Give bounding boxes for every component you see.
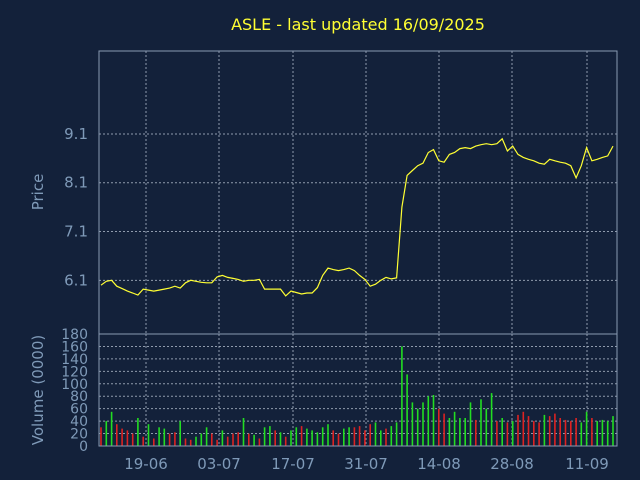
x-tick-label: 11-09 [565, 455, 609, 473]
price-y-tick-label: 7.1 [64, 223, 88, 241]
price-y-ticks: 6.1 7.1 8.1 9.1 [64, 125, 88, 289]
volume-bars [100, 346, 614, 446]
x-tick-label: 14-08 [417, 455, 461, 473]
price-y-tick-label: 6.1 [64, 271, 88, 289]
volume-y-tick-label: 60 [70, 402, 88, 418]
x-tick-label: 03-07 [197, 455, 241, 473]
x-tick-label: 17-07 [271, 455, 315, 473]
price-axis-label: Price [29, 174, 47, 211]
volume-y-tick-label: 140 [61, 352, 88, 368]
volume-y-tick-label: 0 [79, 439, 88, 455]
volume-panel-frame [98, 333, 618, 447]
x-tick-label: 28-08 [490, 455, 534, 473]
x-tick-label: 19-06 [124, 455, 168, 473]
price-y-tick-label: 8.1 [64, 174, 88, 192]
price-y-tick-label: 9.1 [64, 125, 88, 143]
price-panel-frame [98, 50, 618, 335]
volume-y-tick-label: 80 [70, 389, 88, 405]
volume-y-tick-label: 180 [61, 327, 88, 343]
volume-y-tick-label: 20 [70, 427, 88, 443]
volume-axis-label: Volume (0000) [29, 335, 47, 445]
volume-y-tick-label: 40 [70, 414, 88, 430]
volume-y-tick-label: 120 [61, 364, 88, 380]
chart-title: ASLE - last updated 16/09/2025 [231, 15, 485, 34]
price-series-line [100, 137, 614, 297]
volume-y-tick-label: 100 [61, 377, 88, 393]
volume-y-tick-label: 160 [61, 339, 88, 355]
x-axis-ticks: 19-06 03-07 17-07 31-07 14-08 28-08 11-09 [124, 455, 609, 473]
price-grid [99, 51, 617, 334]
x-tick-label: 31-07 [344, 455, 388, 473]
